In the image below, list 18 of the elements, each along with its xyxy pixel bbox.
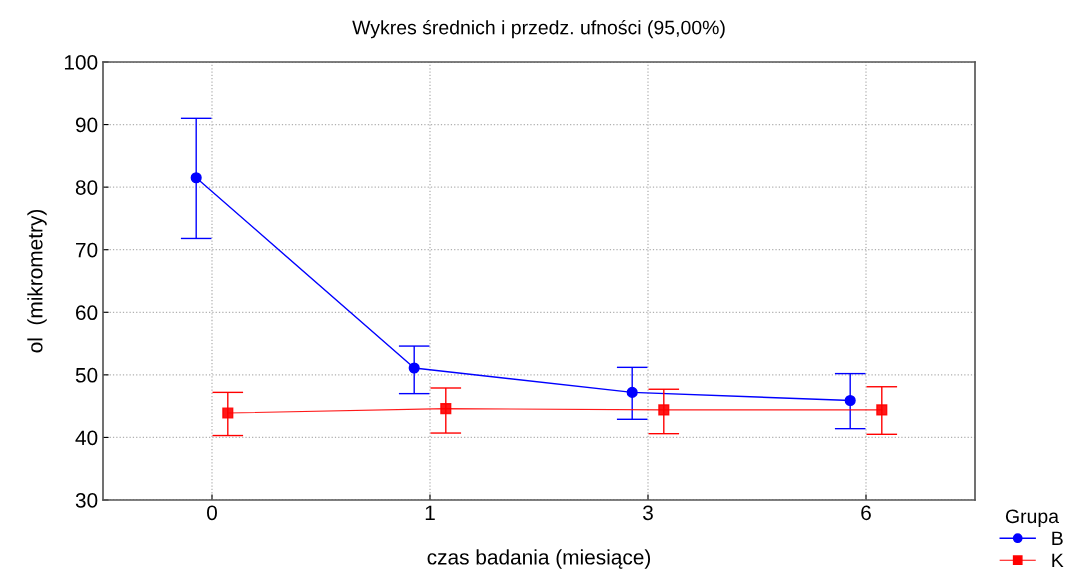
legend-title: Grupa	[1005, 509, 1059, 528]
legend-label: B	[1052, 531, 1063, 546]
x-tick-label: 1	[425, 505, 435, 520]
y-tick-label: 100	[64, 55, 98, 70]
y-tick-label: 80	[75, 180, 98, 195]
x-tick-label: 3	[643, 505, 653, 521]
y-tick-label: 30	[75, 493, 98, 508]
y-tick-label: 60	[76, 305, 98, 321]
y-tick-label: 70	[76, 242, 98, 258]
legend-label: K	[1052, 553, 1064, 568]
x-tick-label: 6	[861, 505, 871, 521]
y-tick-label: 40	[75, 430, 98, 446]
y-tick-label: 50	[75, 367, 98, 383]
chart-title: Wykres średnich i przedz. ufności (95,00%)	[352, 19, 725, 39]
x-tick-label: 0	[207, 505, 217, 521]
y-tick-label: 90	[75, 117, 98, 133]
y-axis-title: ol (mikrometry)	[27, 209, 47, 353]
x-axis-title: czas badania (miesiące)	[427, 549, 651, 569]
